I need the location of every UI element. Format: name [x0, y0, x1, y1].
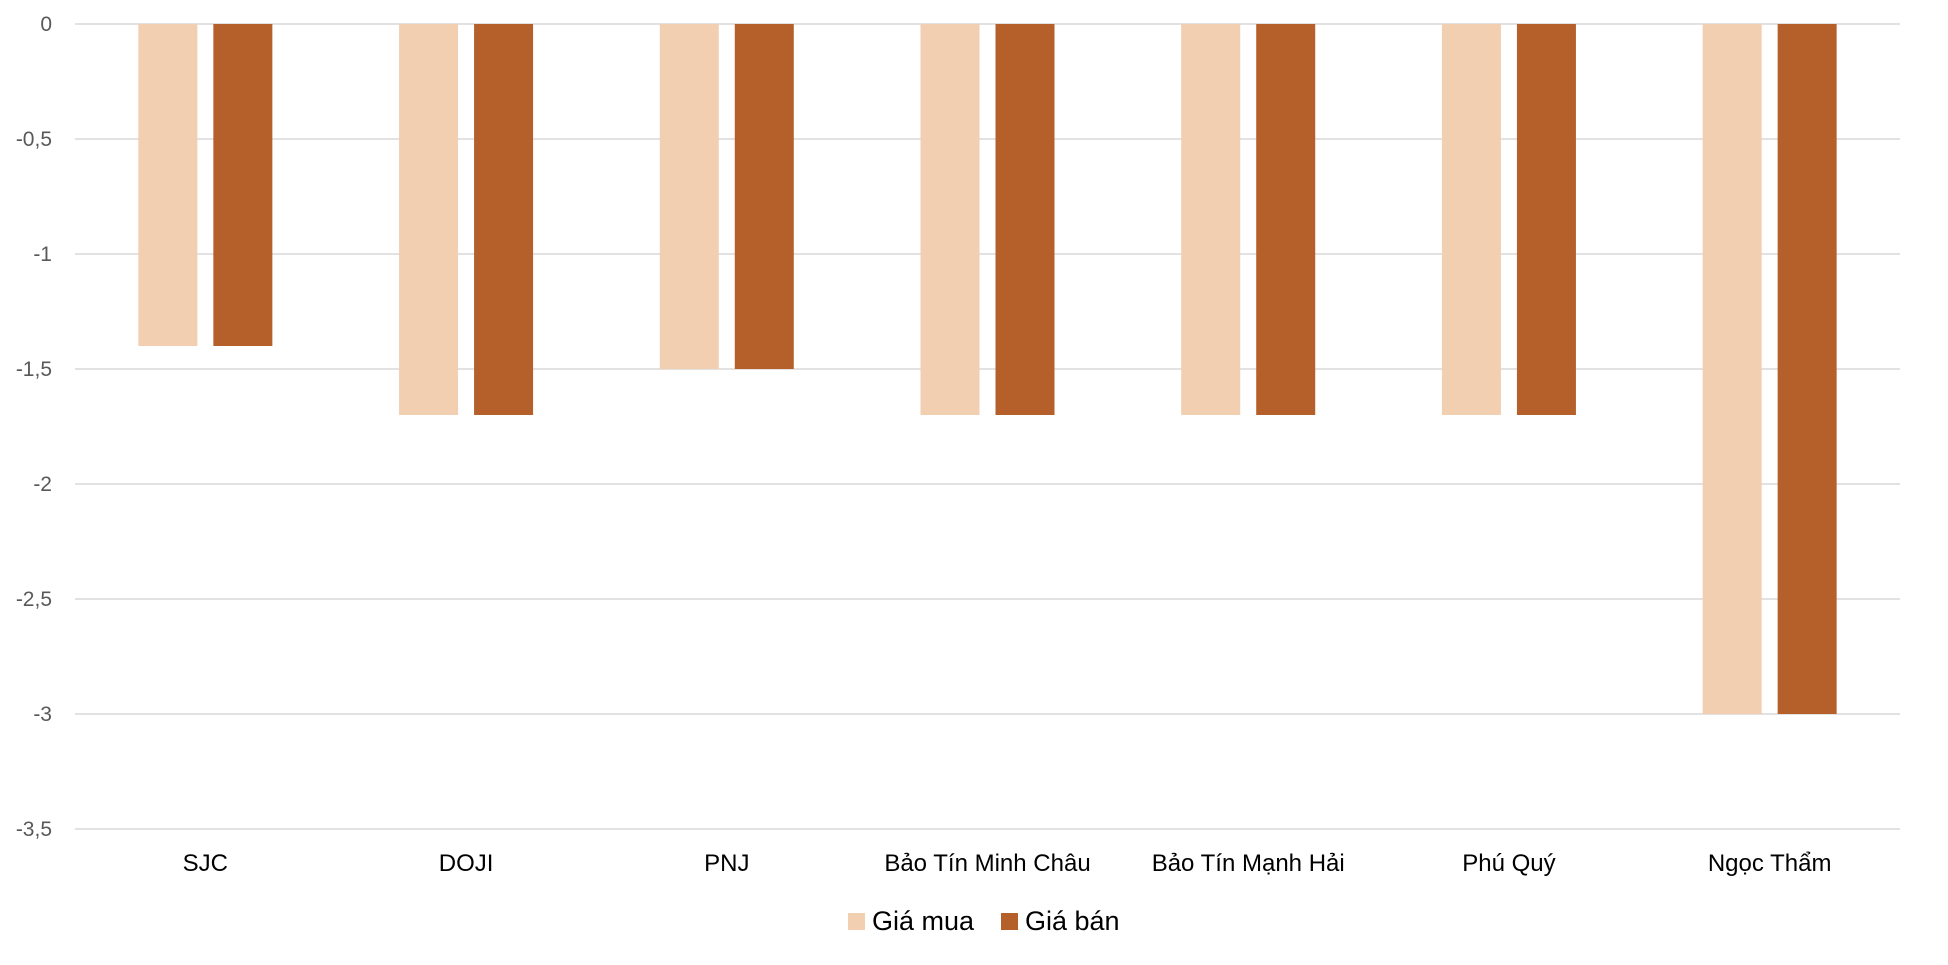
x-tick-label: Phú Quý	[1462, 850, 1555, 877]
bar-gia-ban	[474, 24, 534, 415]
y-tick-label: -2,5	[16, 588, 52, 611]
y-tick-label: -0,5	[16, 128, 52, 151]
y-tick-label: -2	[33, 473, 52, 496]
legend-label: Giá bán	[1025, 906, 1120, 936]
bar-gia-ban	[213, 24, 273, 346]
x-tick-label: Ngọc Thẩm	[1708, 850, 1832, 877]
y-axis-ticks: 0 -0,5 -1 -1,5 -2 -2,5 -3 -3,5	[16, 13, 52, 841]
legend: Giá mua Giá bán	[848, 906, 1120, 936]
bar-gia-mua	[399, 24, 459, 415]
bar-gia-ban	[734, 24, 794, 369]
gridlines	[75, 23, 1900, 830]
bar-gia-mua	[138, 24, 198, 346]
bar-gia-ban	[1516, 24, 1576, 415]
bar-gia-mua	[920, 24, 980, 415]
legend-label: Giá mua	[872, 906, 975, 936]
bar-gia-ban	[1256, 24, 1316, 415]
x-tick-label: Bảo Tín Minh Châu	[884, 850, 1090, 877]
bar-gia-mua	[659, 24, 719, 369]
bars	[138, 24, 1837, 714]
x-tick-label: PNJ	[704, 850, 749, 877]
x-tick-label: DOJI	[439, 850, 494, 877]
bar-gia-mua	[1181, 24, 1241, 415]
bar-gia-ban	[1777, 24, 1837, 714]
legend-swatch	[848, 913, 865, 930]
bar-gia-mua	[1702, 24, 1762, 714]
bar-gia-ban	[995, 24, 1055, 415]
x-axis-ticks: SJC DOJI PNJ Bảo Tín Minh Châu Bảo Tín Mạnh …	[183, 850, 1832, 877]
y-tick-label: -3	[33, 703, 52, 726]
bar-gia-mua	[1441, 24, 1501, 415]
legend-swatch	[1001, 913, 1018, 930]
y-tick-label: -1	[33, 243, 52, 266]
y-tick-label: -1,5	[16, 358, 52, 381]
y-tick-label: -3,5	[16, 818, 52, 841]
x-tick-label: SJC	[183, 850, 228, 877]
y-tick-label: 0	[40, 13, 52, 36]
x-tick-label: Bảo Tín Mạnh Hải	[1152, 850, 1345, 877]
